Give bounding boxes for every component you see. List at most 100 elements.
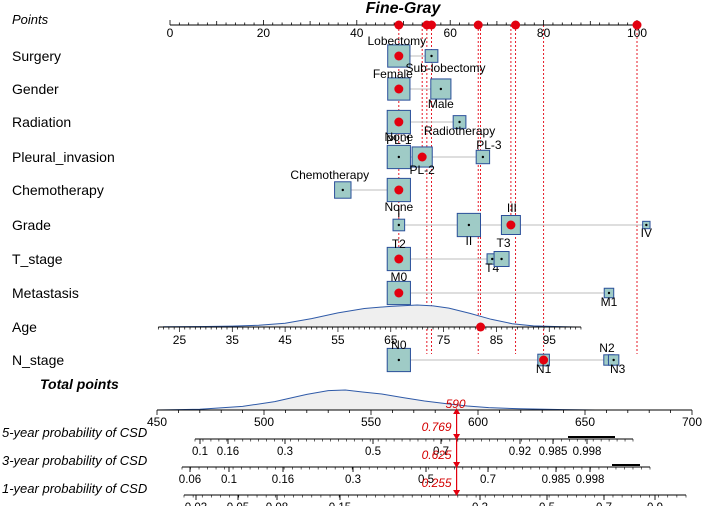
prob-tick-label: 0.7 xyxy=(433,446,449,458)
row-label-gender: Gender xyxy=(12,81,59,97)
total-arrow-head xyxy=(453,408,461,414)
points-tick-label: 80 xyxy=(537,26,551,40)
level-label: Radiotherapy xyxy=(424,124,495,138)
points-tick-label: 60 xyxy=(444,26,458,40)
age-tick-label: 75 xyxy=(437,333,451,347)
total-tick-label: 700 xyxy=(682,415,702,429)
prob-tick-label: 0.3 xyxy=(472,502,488,506)
row-label-surgery: Surgery xyxy=(12,48,61,64)
level-dot xyxy=(397,358,401,362)
prob-tick-label: 0.5 xyxy=(418,474,434,486)
level-label: N2 xyxy=(599,341,615,355)
points-tick-label: 0 xyxy=(167,26,174,40)
total-points-label: Total points xyxy=(40,376,119,392)
age-tick-label: 85 xyxy=(490,333,504,347)
total-selected-value: 590 xyxy=(446,397,466,411)
prob-tick-label: 0.92 xyxy=(509,446,531,458)
prob-tick-label: 0.06 xyxy=(179,474,201,486)
selected-level-marker xyxy=(394,117,404,127)
selected-level-marker xyxy=(394,84,404,94)
total-tick-label: 450 xyxy=(147,415,167,429)
level-dot xyxy=(430,54,433,58)
selected-markers: 590 0.769 0.625 0.255 xyxy=(394,20,642,496)
total-tick-label: 600 xyxy=(468,415,488,429)
prob-tick-label: 0.5 xyxy=(539,502,555,506)
prob-selected-value: 0.625 xyxy=(422,448,452,462)
age-tick-label: 55 xyxy=(331,333,345,347)
prob-axis-label: 1-year probability of CSD xyxy=(2,481,147,496)
total-density xyxy=(156,389,596,411)
age-tick-label: 25 xyxy=(173,333,187,347)
level-label: PL-3 xyxy=(476,138,502,152)
level-label: Male xyxy=(428,97,454,111)
prob-tick-label: 0.7 xyxy=(480,474,496,486)
prob-tick-label: 0.08 xyxy=(266,502,288,506)
level-label: Sub-lobectomy xyxy=(405,61,485,75)
points-tick-label: 100 xyxy=(627,26,647,40)
prob-tick-label: 0.3 xyxy=(345,474,361,486)
level-label: None xyxy=(384,200,413,214)
prob-tick-label: 0.7 xyxy=(596,502,612,506)
points-axis-label: Points xyxy=(12,12,49,27)
level-label: T3 xyxy=(497,236,511,250)
points-tick-label: 40 xyxy=(350,26,364,40)
axes: 0 20 40 60 80 100 25 35 45 55 65 75 85 95 Total points… xyxy=(2,20,702,506)
age-tick-label: 95 xyxy=(543,333,557,347)
prob-tick-label: 0.985 xyxy=(542,474,571,486)
level-dot xyxy=(481,155,485,159)
row-label-chemotherapy: Chemotherapy xyxy=(12,182,104,198)
chart-title: Fine-Gray xyxy=(366,0,442,17)
prob-tick-label: 0.05 xyxy=(227,502,249,506)
level-dot xyxy=(607,291,611,295)
selected-level-marker xyxy=(394,51,404,61)
selected-level-marker xyxy=(539,355,549,365)
row-label-metastasis: Metastasis xyxy=(12,285,79,301)
age-density xyxy=(163,304,576,328)
points-marker xyxy=(632,20,642,30)
row-label-t_stage: T_stage xyxy=(12,251,63,267)
prob-arrow-head xyxy=(453,490,461,496)
level-label: IV xyxy=(641,226,652,240)
prob-tick-label: 0.985 xyxy=(539,446,568,458)
level-label: M1 xyxy=(601,295,618,309)
prob-tick-label: 0.03 xyxy=(185,502,207,506)
prob-tick-label: 0.1 xyxy=(221,474,237,486)
selected-level-marker xyxy=(394,185,404,195)
prob-tick-label: 0.1 xyxy=(192,446,208,458)
points-marker xyxy=(427,20,437,30)
points-marker xyxy=(473,20,483,30)
prob-tick-label: 0.998 xyxy=(573,446,602,458)
level-dot xyxy=(467,223,471,227)
row-label-n_stage: N_stage xyxy=(12,352,64,368)
level-label: N1 xyxy=(536,362,552,376)
prob-tick-label: 0.998 xyxy=(576,474,605,486)
prob-tick-label: 0.5 xyxy=(365,446,381,458)
level-label: M0 xyxy=(390,270,407,284)
level-dot xyxy=(397,155,401,159)
level-label: I xyxy=(397,206,400,220)
total-tick-label: 650 xyxy=(575,415,595,429)
points-marker xyxy=(394,20,404,30)
prob-tick-label: 0.3 xyxy=(277,446,293,458)
level-dot xyxy=(341,188,344,192)
age-tick-label: 45 xyxy=(278,333,292,347)
level-dot xyxy=(491,257,494,261)
level-label: N3 xyxy=(610,362,626,376)
prob-tick-label: 0.9 xyxy=(647,502,663,506)
row-label-radiation: Radiation xyxy=(12,114,71,130)
selected-level-marker xyxy=(394,254,404,264)
total-tick-label: 500 xyxy=(254,415,274,429)
age-tick-label: 65 xyxy=(384,333,398,347)
row-label-pleural_invasion: Pleural_invasion xyxy=(12,149,115,165)
selected-level-marker xyxy=(417,152,427,162)
age-marker xyxy=(476,322,486,332)
level-label: T2 xyxy=(392,237,406,251)
row-label-grade: Grade xyxy=(12,217,51,233)
level-label: II xyxy=(466,234,473,248)
age-tick-label: 35 xyxy=(226,333,240,347)
total-tick-label: 550 xyxy=(361,415,381,429)
prob-axis-label: 5-year probability of CSD xyxy=(2,425,147,440)
level-label: Female xyxy=(373,67,413,81)
level-dot xyxy=(500,257,503,261)
